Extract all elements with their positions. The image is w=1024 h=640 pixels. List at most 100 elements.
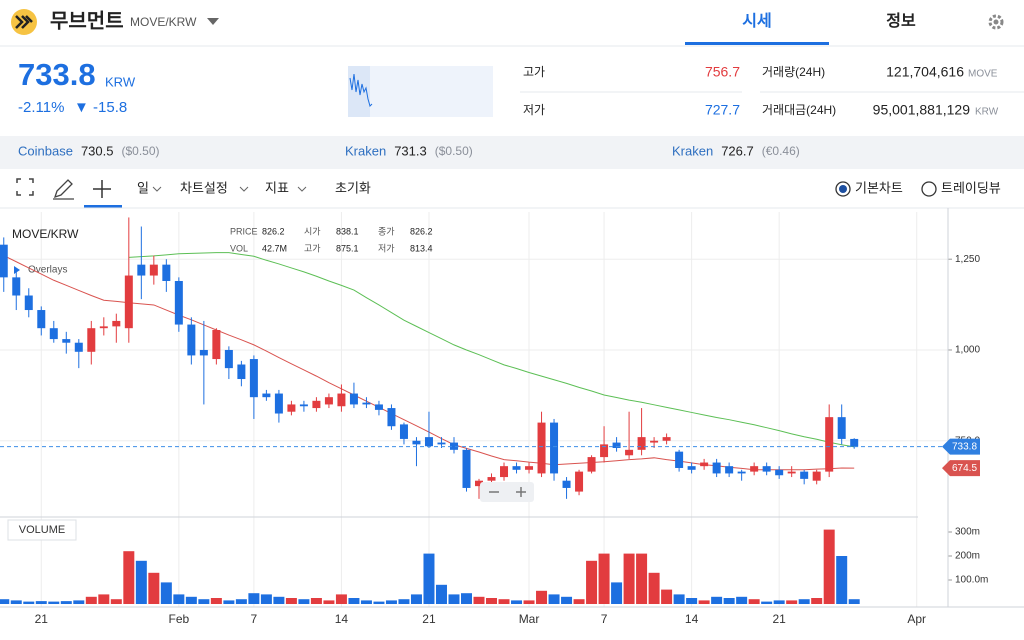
toolbar: 일 차트설정 지표 초기화 기본차트 트레이딩뷰 xyxy=(16,178,1001,208)
pair: MOVE/KRW xyxy=(130,15,197,29)
candle-body xyxy=(787,471,796,474)
volume-bar xyxy=(110,599,122,604)
price-unit: KRW xyxy=(105,74,136,89)
exchange-name: Kraken xyxy=(345,143,386,158)
volume-bar xyxy=(373,601,385,604)
info-label: 시가 xyxy=(304,226,321,236)
volume-bar xyxy=(98,594,110,604)
volume-bar xyxy=(561,596,573,604)
volume-bar xyxy=(448,594,460,604)
candle-body xyxy=(99,326,108,329)
volume-bar xyxy=(235,599,247,604)
volume-bar xyxy=(798,599,810,604)
candle-body xyxy=(124,275,133,329)
mode-option[interactable]: 기본차트 xyxy=(855,180,903,195)
stat-value: 756.7 xyxy=(705,64,740,80)
candle-body xyxy=(299,404,308,407)
candle-body xyxy=(625,449,634,456)
volume-bar xyxy=(35,601,47,604)
info-label: 고가 xyxy=(304,243,321,253)
volume-bar xyxy=(335,594,347,604)
volume-bar xyxy=(198,599,210,604)
y-tick-label: 300m xyxy=(955,527,980,538)
candle-body xyxy=(349,393,358,405)
volume-bar xyxy=(598,553,610,604)
volume-bar xyxy=(686,598,698,604)
x-tick-label: 7 xyxy=(601,612,608,626)
x-tick-label: 7 xyxy=(251,612,258,626)
volume-bar xyxy=(698,600,710,604)
candle-body xyxy=(737,471,746,474)
volume-bar xyxy=(511,600,523,604)
y-tick-label: 1,000 xyxy=(955,345,980,356)
volume-bar xyxy=(473,596,485,604)
volume-bar xyxy=(85,596,97,604)
overlays-label[interactable]: Overlays xyxy=(28,265,67,276)
price-badge xyxy=(942,438,980,455)
x-tick-label: Apr xyxy=(907,612,926,626)
volume-bar xyxy=(748,599,760,604)
candle-body xyxy=(162,264,171,281)
candle-body xyxy=(262,393,271,398)
exchange-list: Coinbase 730.5 ($0.50) Kraken 731.3 ($0.50) Kr… xyxy=(18,143,800,158)
info-value: 838.1 xyxy=(336,226,359,236)
volume-bar xyxy=(298,599,310,604)
candle-body xyxy=(212,330,221,360)
stat-value: 121,704,616 xyxy=(886,64,964,80)
pair-dropdown[interactable] xyxy=(207,18,219,25)
fullscreen-icon[interactable] xyxy=(16,178,34,196)
volume-bar xyxy=(348,598,360,604)
info-value: 826.2 xyxy=(262,226,285,236)
candle-body xyxy=(662,437,671,441)
exchange-name: Coinbase xyxy=(18,143,73,158)
candle-body xyxy=(525,466,534,470)
x-tick-label: 21 xyxy=(772,612,786,626)
crosshair-icon[interactable] xyxy=(93,180,111,198)
volume-bar xyxy=(185,596,197,604)
x-tick-label: Mar xyxy=(519,612,540,626)
interval[interactable]: 일 xyxy=(137,180,149,195)
volume-bar xyxy=(73,600,85,604)
x-tick-label: 21 xyxy=(35,612,49,626)
candle-body xyxy=(637,437,646,450)
tab[interactable]: 정보 xyxy=(886,12,916,30)
volume-bar xyxy=(435,584,447,604)
candle-body xyxy=(725,466,734,474)
volume-bar xyxy=(385,600,397,604)
volume-bar xyxy=(586,560,598,604)
candle-body xyxy=(149,264,158,276)
chart-settings[interactable]: 차트설정 xyxy=(180,180,228,195)
indicators[interactable]: 지표 xyxy=(265,180,289,195)
volume-bar xyxy=(160,582,172,604)
mode-option[interactable]: 트레이딩뷰 xyxy=(941,180,1001,195)
exchange-converted: ($0.50) xyxy=(435,144,473,158)
draw-icon[interactable] xyxy=(53,179,74,200)
settings-icon[interactable] xyxy=(988,14,1004,30)
candle-body xyxy=(437,442,446,445)
candle-body xyxy=(575,471,584,492)
stat-value: 727.7 xyxy=(705,102,740,118)
candle-body xyxy=(500,466,509,478)
candle-body xyxy=(74,342,83,352)
radio[interactable] xyxy=(921,181,937,197)
candle-body xyxy=(337,393,346,407)
candle-body xyxy=(750,466,759,472)
volume-bar xyxy=(260,594,272,604)
overlays-toggle[interactable] xyxy=(14,266,20,274)
volume-bar xyxy=(736,596,748,604)
tab[interactable]: 시세 xyxy=(742,12,771,30)
info-value: 42.7M xyxy=(262,243,287,253)
reset[interactable]: 초기화 xyxy=(335,180,371,195)
y-tick-label: 200m xyxy=(955,551,980,562)
candle-body xyxy=(374,404,383,410)
zoom-in[interactable] xyxy=(516,487,526,497)
candle-body xyxy=(424,437,433,447)
volume-bar xyxy=(498,599,510,604)
volume-bar xyxy=(711,596,723,604)
volume-bar xyxy=(723,598,735,604)
stat-label: 거래대금(24H) xyxy=(762,103,836,117)
candle-body xyxy=(825,417,834,472)
coin-logo xyxy=(11,9,37,35)
radio[interactable] xyxy=(835,181,851,197)
candle-body xyxy=(700,462,709,467)
